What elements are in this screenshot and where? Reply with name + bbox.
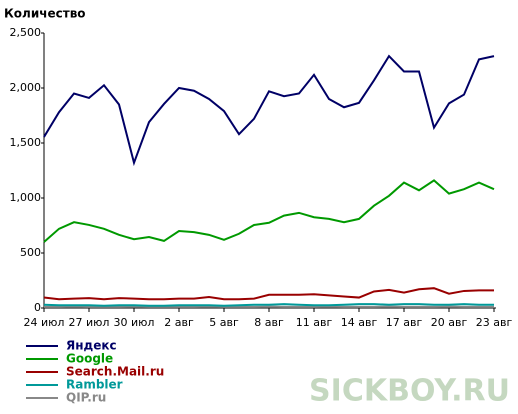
y-tick-label: 0: [34, 301, 41, 314]
x-tick-label: 24 июл: [24, 316, 65, 329]
x-tick-label: 14 авг: [341, 316, 378, 329]
x-tick-label: 2 авг: [164, 316, 194, 329]
y-tick-label: 1,500: [10, 136, 42, 149]
watermark: SICKBOY.RU: [309, 374, 510, 409]
x-tick-label: 20 авг: [431, 316, 468, 329]
x-tick-label: 27 июл: [69, 316, 110, 329]
y-tick-label: 1,000: [10, 191, 42, 204]
x-tick-label: 17 авг: [386, 316, 423, 329]
chart-title: Количество: [4, 7, 86, 21]
x-tick-label: 30 июл: [114, 316, 155, 329]
x-tick-label: 8 авг: [254, 316, 284, 329]
y-tick-label: 2,500: [10, 26, 42, 39]
legend-label: Rambler: [66, 378, 123, 392]
legend-label: Google: [66, 352, 113, 366]
y-tick-label: 2,000: [10, 81, 42, 94]
x-tick-label: 5 авг: [209, 316, 239, 329]
legend-label: QIP.ru: [66, 391, 106, 405]
y-tick-label: 500: [20, 246, 41, 259]
x-tick-label: 11 авг: [296, 316, 333, 329]
x-tick-label: 23 авг: [476, 316, 513, 329]
legend-label: Яндекс: [66, 339, 117, 353]
legend-label: Search.Mail.ru: [66, 365, 164, 379]
